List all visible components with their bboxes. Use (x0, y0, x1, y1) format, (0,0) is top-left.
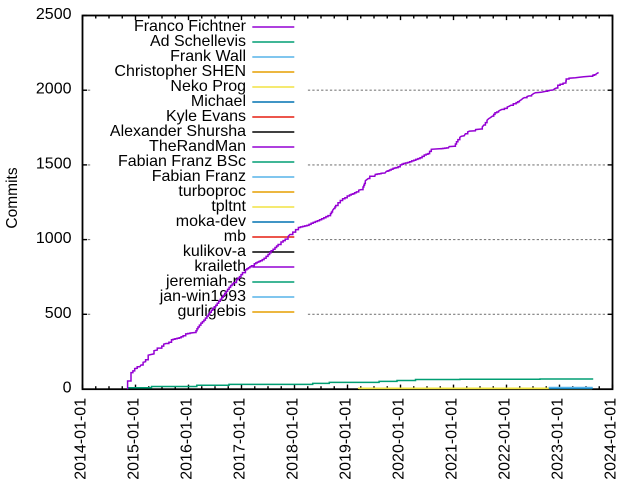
svg-text:2020-01-01: 2020-01-01 (391, 398, 408, 480)
svg-text:tpltnt: tpltnt (211, 198, 246, 215)
svg-text:Franco Fichtner: Franco Fichtner (134, 18, 247, 35)
svg-text:Frank Wall: Frank Wall (170, 48, 246, 65)
svg-text:2021-01-01: 2021-01-01 (444, 398, 461, 480)
svg-text:2017-01-01: 2017-01-01 (232, 398, 249, 480)
svg-text:Michael: Michael (191, 93, 246, 110)
svg-text:1000: 1000 (36, 230, 72, 247)
svg-text:Ad Schellevis: Ad Schellevis (150, 33, 246, 50)
svg-text:TheRandMan: TheRandMan (149, 138, 246, 155)
svg-text:2024-01-01: 2024-01-01 (603, 398, 620, 480)
svg-text:1500: 1500 (36, 155, 72, 172)
svg-text:moka-dev: moka-dev (176, 213, 246, 230)
svg-text:mb: mb (224, 228, 246, 245)
svg-text:2000: 2000 (36, 81, 72, 98)
svg-text:2016-01-01: 2016-01-01 (179, 398, 196, 480)
svg-text:Commits: Commits (4, 167, 21, 228)
svg-text:2015-01-01: 2015-01-01 (126, 398, 143, 480)
svg-text:500: 500 (45, 305, 72, 322)
svg-text:jan-win1993: jan-win1993 (159, 288, 246, 305)
svg-text:Christopher SHEN: Christopher SHEN (114, 63, 246, 80)
svg-text:Fabian Franz: Fabian Franz (152, 168, 246, 185)
svg-text:Neko Prog: Neko Prog (170, 78, 246, 95)
svg-text:kraileth: kraileth (194, 258, 246, 275)
svg-text:2019-01-01: 2019-01-01 (338, 398, 355, 480)
svg-text:kulikov-a: kulikov-a (183, 243, 246, 260)
svg-text:2500: 2500 (36, 6, 72, 23)
svg-text:2018-01-01: 2018-01-01 (285, 398, 302, 480)
svg-text:0: 0 (63, 380, 72, 397)
svg-text:2023-01-01: 2023-01-01 (550, 398, 567, 480)
svg-text:2022-01-01: 2022-01-01 (497, 398, 514, 480)
svg-text:Fabian Franz BSc: Fabian Franz BSc (118, 153, 246, 170)
svg-text:2014-01-01: 2014-01-01 (73, 398, 90, 480)
svg-text:Kyle Evans: Kyle Evans (166, 108, 246, 125)
svg-text:turboproc: turboproc (178, 183, 246, 200)
svg-text:Alexander Shursha: Alexander Shursha (110, 123, 246, 140)
svg-text:jeremiah-rs: jeremiah-rs (165, 273, 246, 290)
